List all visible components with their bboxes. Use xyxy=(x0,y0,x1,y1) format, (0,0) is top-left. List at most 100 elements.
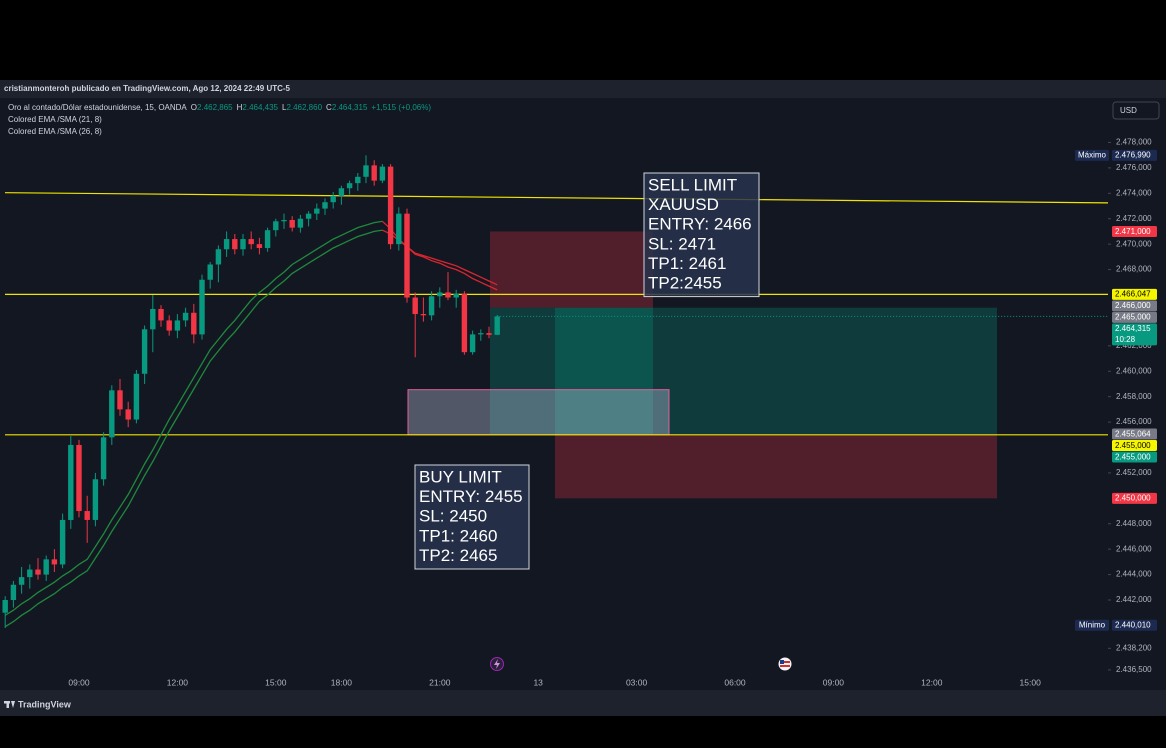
plot-background xyxy=(0,98,1166,690)
ohlc-value: 2.462,865 xyxy=(197,103,233,112)
candle-body xyxy=(404,213,410,298)
candle-body xyxy=(158,308,164,321)
y-tick-label: 2.474,000 xyxy=(1116,188,1152,197)
y-tick-label: 2.456,000 xyxy=(1116,417,1152,426)
candle-body xyxy=(469,334,476,353)
price-label-box xyxy=(1112,300,1157,312)
position-zone xyxy=(407,389,670,436)
candle-body xyxy=(273,221,279,231)
price-label: 2.471,000 xyxy=(1115,227,1151,236)
x-tick-label: 03:00 xyxy=(626,677,648,687)
candle-body xyxy=(174,320,181,331)
candle-body xyxy=(68,444,74,520)
price-label: 2.455,000 xyxy=(1115,452,1151,461)
y-tick-label: 2.448,000 xyxy=(1116,519,1152,528)
candle-body xyxy=(297,218,304,228)
price-label: 2.466,000 xyxy=(1115,301,1151,310)
price-label: 2.455,064 xyxy=(1115,429,1151,438)
x-tick-label: 09:00 xyxy=(68,677,90,687)
candle-body xyxy=(314,208,320,214)
note-line: XAUUSD xyxy=(648,195,719,214)
ohlc-key: C xyxy=(326,103,332,112)
ema-line xyxy=(382,229,498,286)
candle-body xyxy=(182,312,189,321)
x-tick-label: 13 xyxy=(533,677,543,687)
y-tick-label: 2.472,000 xyxy=(1116,214,1152,223)
candle-body xyxy=(125,409,131,420)
price-label-box xyxy=(1112,323,1157,346)
note-line: TP1: 2460 xyxy=(419,526,497,545)
candle-body xyxy=(281,220,287,222)
overlay: Oro al contado/Dólar estadounidense, 15,… xyxy=(8,103,1157,687)
price-label-box xyxy=(1112,428,1157,440)
extreme-tag-box xyxy=(1075,619,1109,631)
candle-body xyxy=(133,373,140,420)
candle-body xyxy=(412,297,418,315)
plot xyxy=(2,155,1108,628)
x-tick-label: 15:00 xyxy=(1020,677,1042,687)
candle-body xyxy=(355,176,361,184)
candle-body xyxy=(191,312,197,335)
y-tick-label: 2.476,000 xyxy=(1116,163,1152,172)
x-tick-label: 12:00 xyxy=(921,677,943,687)
candle-body xyxy=(92,479,99,520)
candle-body xyxy=(27,569,33,578)
price-label: 2.455,000 xyxy=(1115,441,1151,450)
note-line: SL: 2471 xyxy=(648,234,716,253)
candle-body xyxy=(445,292,451,298)
candle-body xyxy=(305,213,312,219)
flag-icon[interactable] xyxy=(778,657,792,671)
candle-body xyxy=(215,249,222,265)
ohlc-value: 2.464,315 xyxy=(332,103,368,112)
currency-label[interactable]: USD xyxy=(1120,106,1137,115)
note-line: ENTRY: 2455 xyxy=(419,487,523,506)
candle-body xyxy=(35,569,41,575)
candle-body xyxy=(207,264,213,280)
y-tick-label: 2.444,000 xyxy=(1116,570,1152,579)
x-tick-label: 12:00 xyxy=(167,677,189,687)
candle-body xyxy=(453,293,459,298)
currency-button[interactable] xyxy=(1112,101,1160,120)
ohlc-value: 2.462,860 xyxy=(286,103,322,112)
candle-body xyxy=(256,244,263,248)
price-label: 2.464,315 xyxy=(1115,324,1151,333)
candle-body xyxy=(494,316,500,335)
price-label-box xyxy=(1112,225,1157,237)
note-line: ENTRY: 2466 xyxy=(648,215,752,234)
candle-body xyxy=(437,292,443,297)
candle-body xyxy=(18,577,25,585)
legend-entry: Colored EMA /SMA (26, 8) xyxy=(8,127,102,136)
candle-body xyxy=(59,519,66,565)
candle-body xyxy=(240,239,246,250)
candle-body xyxy=(428,296,435,316)
x-tick-label: 18:00 xyxy=(331,677,353,687)
position-zone xyxy=(490,231,653,308)
candle-body xyxy=(461,293,468,353)
candle-body xyxy=(248,239,254,245)
footer-brand: TradingView xyxy=(18,699,72,709)
header-bar xyxy=(0,80,1166,98)
header-title: cristianmonteroh publicado en TradingVie… xyxy=(4,84,291,93)
candle-body xyxy=(486,333,492,335)
ema-line xyxy=(4,220,383,616)
y-tick-label: 2.452,000 xyxy=(1116,468,1152,477)
position-zone xyxy=(555,307,997,435)
candle-body xyxy=(10,584,17,601)
x-tick-label: 15:00 xyxy=(265,677,287,687)
candle-body xyxy=(100,437,107,480)
candle-body xyxy=(76,444,82,512)
price-label-box xyxy=(1112,439,1157,451)
price-label: 2.476,990 xyxy=(1115,151,1151,160)
event-icon[interactable] xyxy=(490,657,504,671)
symbol-name: Oro al contado/Dólar estadounidense, 15,… xyxy=(8,103,187,112)
note-line: SELL LIMIT xyxy=(648,175,737,194)
candle-body xyxy=(379,166,386,181)
note-line: TP2:2455 xyxy=(648,273,722,292)
y-tick-label: 2.458,000 xyxy=(1116,392,1152,401)
extreme-tag-box xyxy=(1075,149,1109,161)
candle-body xyxy=(396,213,402,245)
y-tick-label: 2.460,000 xyxy=(1116,366,1152,375)
y-tick-label: 2.446,000 xyxy=(1116,544,1152,553)
note-line: BUY LIMIT xyxy=(419,467,502,486)
